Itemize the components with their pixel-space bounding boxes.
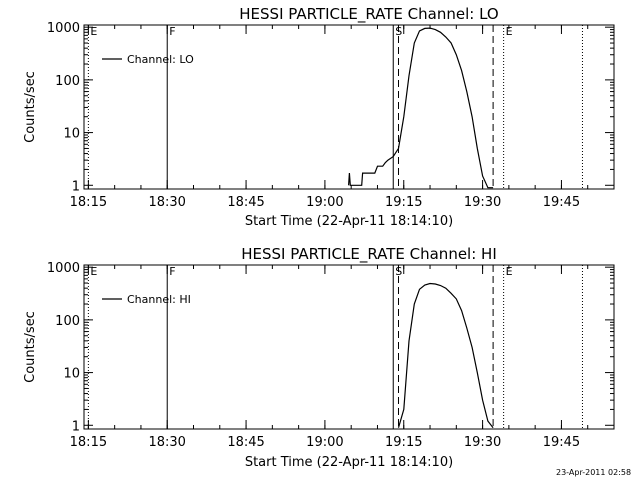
- x-tick-label: 18:30: [148, 195, 185, 210]
- chart-title: HESSI PARTICLE_RATE Channel: HI: [241, 245, 497, 264]
- chart-panel-1: HESSI PARTICLE_RATE Channel: LO 1 10 100 100…: [23, 5, 615, 229]
- x-tick-label: 18:15: [70, 435, 107, 450]
- x-tick-label: 18:45: [227, 195, 264, 210]
- y-tick-label: 10: [63, 127, 80, 142]
- legend-label: Channel: LO: [127, 53, 194, 66]
- event-marker-label: F: [169, 265, 175, 278]
- series-line: [397, 282, 494, 429]
- series-line: [348, 27, 494, 189]
- event-marker-label: E: [90, 25, 97, 38]
- x-tick-label: 19:15: [385, 435, 422, 450]
- x-tick-label: 18:45: [227, 435, 264, 450]
- chart-panel-2: HESSI PARTICLE_RATE Channel: HI 1 10 100 100…: [23, 245, 615, 470]
- y-tick-label: 10: [63, 367, 80, 382]
- x-tick-label: 18:15: [70, 195, 107, 210]
- x-tick-label: 19:15: [385, 195, 422, 210]
- x-tick-label: 19:45: [543, 195, 580, 210]
- x-axis-label: Start Time (22-Apr-11 18:14:10): [245, 455, 453, 470]
- event-marker-label: F: [169, 25, 175, 38]
- x-tick-label: 19:00: [306, 435, 343, 450]
- x-tick-label: 19:30: [464, 195, 501, 210]
- y-axis-label: Counts/sec: [23, 71, 38, 143]
- y-tick-label: 1: [72, 179, 80, 194]
- y-tick-label: 1000: [47, 261, 80, 276]
- x-tick-label: 19:00: [306, 195, 343, 210]
- plot-frame: [83, 24, 615, 190]
- plot-frame: [83, 264, 615, 430]
- x-tick-label: 19:30: [464, 435, 501, 450]
- x-axis-label: Start Time (22-Apr-11 18:14:10): [245, 214, 453, 229]
- x-tick-label: 18:30: [148, 435, 185, 450]
- chart-title: HESSI PARTICLE_RATE Channel: LO: [239, 5, 498, 24]
- x-tick-label: 19:45: [543, 435, 580, 450]
- y-tick-label: 1: [72, 419, 80, 434]
- y-axis-label: Counts/sec: [23, 311, 38, 383]
- footer-timestamp: 23-Apr-2011 02:58: [556, 468, 632, 477]
- y-tick-label: 100: [55, 314, 80, 329]
- y-tick-label: 100: [55, 74, 80, 89]
- event-marker-label: E: [506, 265, 513, 278]
- legend-label: Channel: HI: [127, 293, 191, 306]
- event-marker-label: E: [506, 25, 513, 38]
- event-marker-label: E: [90, 265, 97, 278]
- y-tick-label: 1000: [47, 21, 80, 36]
